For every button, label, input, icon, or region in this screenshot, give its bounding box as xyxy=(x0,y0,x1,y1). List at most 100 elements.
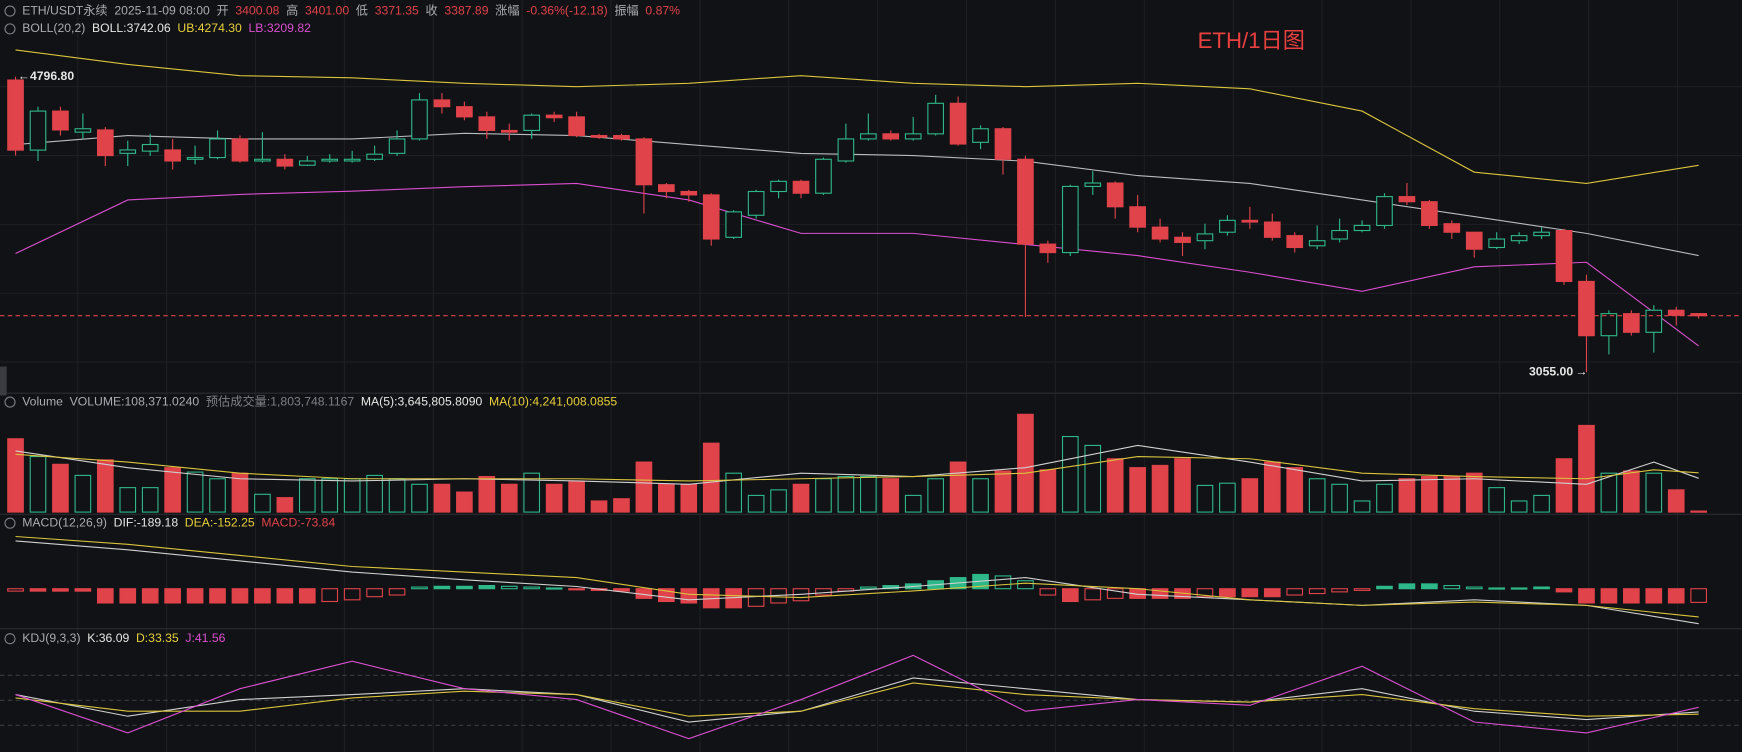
candle-body xyxy=(545,114,563,119)
macd-bar xyxy=(1106,588,1124,599)
candle-body xyxy=(1578,280,1595,337)
macd-bar xyxy=(1331,588,1348,593)
macd-bar xyxy=(1196,588,1214,598)
legend-item: D:33.35 xyxy=(136,631,179,645)
boll-line xyxy=(15,182,1700,347)
candle-body xyxy=(1039,243,1057,254)
candle-body xyxy=(1174,236,1191,243)
candle-body xyxy=(882,133,900,140)
macd-bar xyxy=(1263,588,1281,598)
volume-bar xyxy=(770,489,787,513)
macd-bar xyxy=(1061,588,1079,603)
legend-item: 0.87% xyxy=(645,3,680,17)
legend-item: 低 xyxy=(356,3,368,17)
macd-bar xyxy=(298,588,316,604)
macd-bar xyxy=(1555,588,1573,593)
volume-bar xyxy=(209,478,226,513)
macd-bar xyxy=(568,588,585,591)
macd-bar xyxy=(1600,588,1618,604)
volume-bar xyxy=(837,475,855,513)
legend-item: UB:4274.30 xyxy=(177,21,242,35)
chart-title: ETH/1日图 xyxy=(1198,28,1305,53)
kdj-line xyxy=(15,682,1699,717)
volume-bar xyxy=(545,483,563,513)
candle-body xyxy=(590,134,608,138)
volume-bar xyxy=(702,442,720,513)
volume-bar xyxy=(590,500,608,513)
macd-bar xyxy=(1039,588,1057,596)
macd-bar xyxy=(747,588,765,607)
legend-item: 2025-11-09 08:00 xyxy=(114,3,210,17)
macd-bar xyxy=(1151,588,1169,599)
macd-bar xyxy=(343,588,361,601)
candle-body xyxy=(725,211,743,238)
volume-bar xyxy=(1061,435,1079,513)
macd-bar xyxy=(1690,588,1708,603)
candle-body xyxy=(7,79,24,151)
volume-bar xyxy=(1106,458,1124,513)
legend-item: J:41.56 xyxy=(185,631,225,645)
volume-bar xyxy=(1241,478,1259,513)
volume-bar xyxy=(1465,472,1483,513)
volume-bar xyxy=(1600,472,1618,513)
volume-bar xyxy=(276,497,294,513)
volume-bar xyxy=(523,472,541,513)
macd-bar xyxy=(231,588,249,604)
candle-body xyxy=(1376,196,1393,226)
legend-icons xyxy=(4,5,16,645)
volume-bar xyxy=(1443,475,1461,513)
legend-item: 3401.00 xyxy=(305,3,349,17)
candle-body xyxy=(523,114,541,132)
macd-bar xyxy=(1353,588,1371,591)
candle-body xyxy=(1241,219,1259,223)
candle-body xyxy=(119,149,137,154)
high-annotation: 4796.80 xyxy=(30,69,74,83)
volume-ma-line xyxy=(15,453,1699,482)
macd-bar xyxy=(366,588,383,598)
candle-body xyxy=(1443,223,1461,233)
candle-body xyxy=(1667,309,1685,316)
kdj-line xyxy=(15,677,1699,723)
volume-bar xyxy=(1129,467,1146,513)
volume-bar xyxy=(411,483,428,513)
legend-item: 振幅 xyxy=(614,2,638,17)
volume-bar xyxy=(1263,461,1281,513)
macd-line xyxy=(15,535,1699,618)
macd-bar xyxy=(119,588,137,604)
arrow: → xyxy=(1575,364,1587,378)
kdj-line xyxy=(15,654,1699,740)
candle-body xyxy=(972,128,989,143)
volume-bar xyxy=(1286,467,1304,513)
volume-bar xyxy=(1376,483,1393,513)
volume-bar xyxy=(343,478,361,513)
volume-bar xyxy=(1623,470,1640,513)
candle-body xyxy=(1488,238,1506,249)
macd-bar xyxy=(1578,588,1595,604)
candle-body xyxy=(164,149,181,162)
macd-bar xyxy=(52,588,69,592)
volume-bar xyxy=(1308,478,1326,513)
volume-bar xyxy=(1353,500,1371,513)
candle-body xyxy=(500,129,518,133)
candle-body xyxy=(1061,185,1079,254)
volume-bar xyxy=(119,487,137,513)
volume-bar xyxy=(658,483,675,513)
side-handle[interactable] xyxy=(0,366,7,396)
legend-item: VOLUME:108,371.0240 xyxy=(70,394,200,408)
macd-bar xyxy=(7,588,24,592)
candle-body xyxy=(298,160,316,166)
legend-item: BOLL(20,2) xyxy=(22,21,85,35)
candle-body xyxy=(747,190,765,216)
macd-bar xyxy=(164,588,181,604)
legend-item: ETH/USDT永续 xyxy=(22,3,107,17)
macd-bar xyxy=(411,586,428,590)
candle-body xyxy=(52,110,69,131)
candle-body xyxy=(1533,231,1550,237)
macd-bar xyxy=(613,588,630,592)
macd-bar xyxy=(1465,586,1483,590)
volume-bar xyxy=(1151,464,1169,513)
legend-item: -0.36%(-12.18) xyxy=(526,3,607,17)
macd-bar xyxy=(276,588,294,604)
volume-bar xyxy=(568,480,585,513)
